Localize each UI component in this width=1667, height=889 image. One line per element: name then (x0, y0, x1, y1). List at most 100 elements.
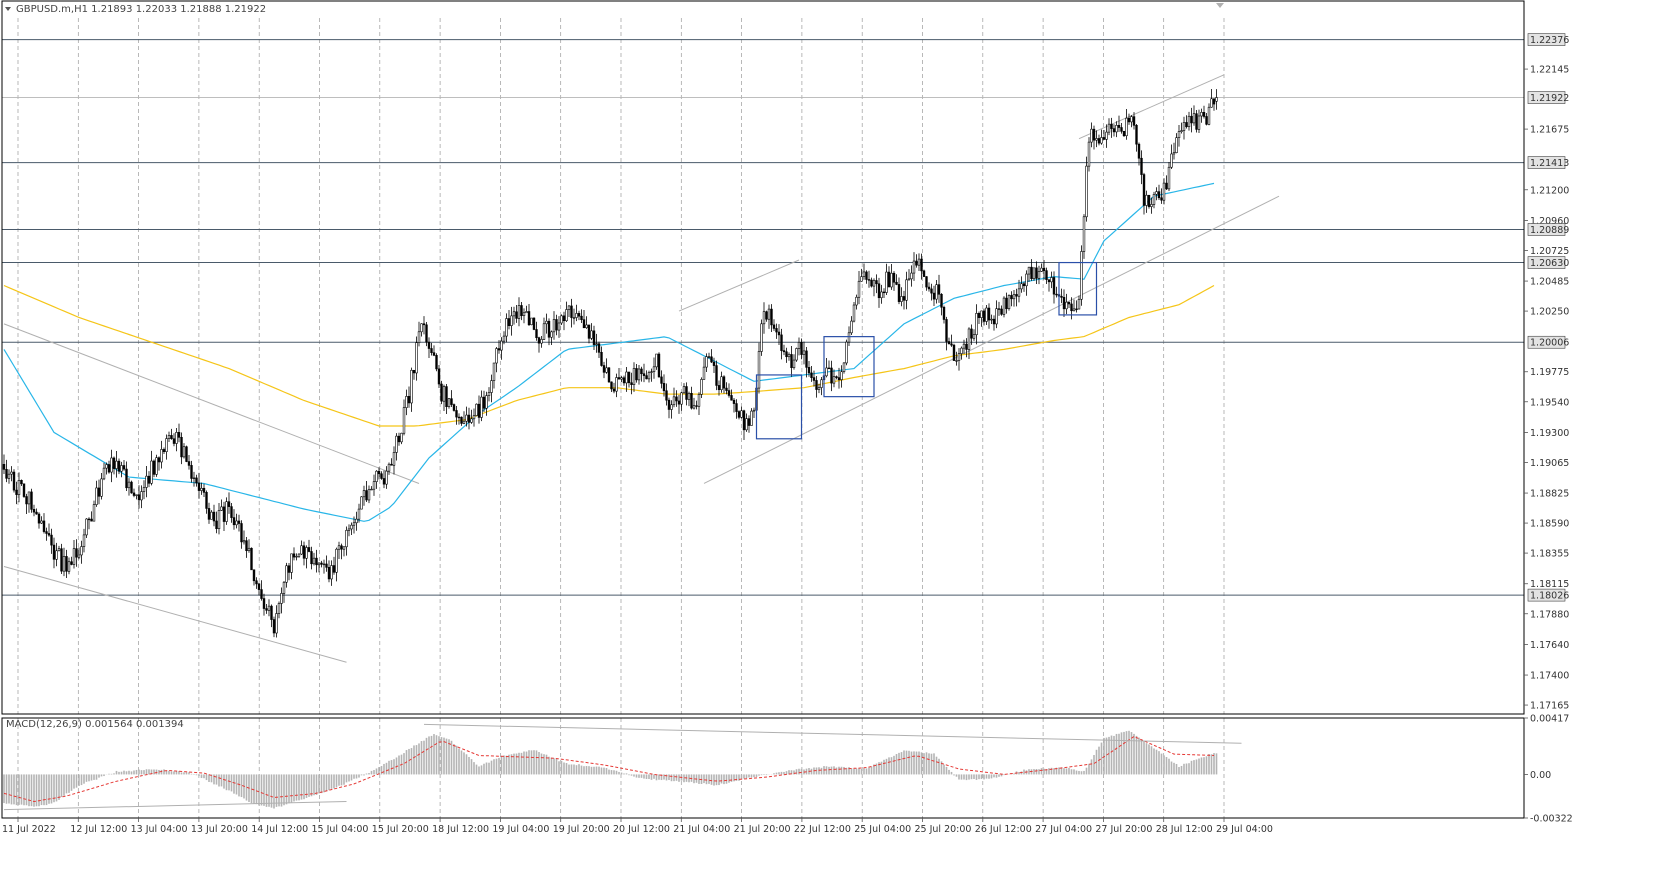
candle-body (515, 311, 518, 319)
symbol-menu-triangle-icon[interactable] (5, 7, 11, 11)
price-level-label-box[interactable] (1527, 91, 1566, 104)
candle-body (740, 410, 743, 418)
candle-body (270, 605, 273, 620)
candle-body (232, 517, 236, 526)
x-tick-label: 14 Jul 12:00 (251, 824, 308, 835)
channel-line[interactable] (3, 323, 420, 484)
price-level-label-box[interactable] (1527, 588, 1566, 602)
candle-body (147, 475, 151, 484)
candle-body (467, 414, 471, 423)
y-tick-label: 1.18355 (1530, 549, 1569, 560)
candle-body (972, 334, 976, 339)
candle-body (767, 308, 771, 320)
candle-body (290, 553, 293, 573)
time-axis[interactable]: 11 Jul 2022 12 Jul 12:00 13 Jul 04:00 13 Ju… (2, 818, 1273, 835)
candle-body (280, 593, 283, 604)
candle-body (1147, 194, 1151, 207)
shift-marker-icon[interactable] (1216, 3, 1224, 8)
annotation-boxes[interactable] (755, 261, 1098, 440)
y-tick-label: 1.21200 (1530, 185, 1569, 196)
candle-body (25, 496, 28, 505)
candle-body (367, 489, 371, 501)
candle-body (765, 311, 768, 320)
highlight-box[interactable] (755, 374, 803, 440)
candle-body (1207, 106, 1211, 125)
candle-body (70, 561, 73, 565)
price-level-label-box[interactable] (1527, 256, 1566, 269)
macd-trendline[interactable] (3, 800, 347, 811)
candle-body (940, 293, 943, 308)
price-level-lines[interactable] (2, 39, 1524, 596)
candle-body (565, 309, 568, 322)
price-level-label-box[interactable] (1527, 156, 1566, 169)
candle-body (12, 471, 16, 491)
candle-body (407, 396, 411, 404)
price-level-label[interactable]: 1.21413 (1530, 158, 1569, 169)
highlight-box[interactable] (823, 336, 875, 398)
candle-body (57, 548, 61, 552)
candle-body (65, 556, 68, 572)
candle-body (335, 548, 338, 573)
candle-body (145, 475, 148, 488)
candle-body (1202, 112, 1206, 117)
candle-body (820, 379, 823, 388)
candle-body (127, 481, 131, 489)
candle-body (7, 473, 11, 479)
price-level-label-box[interactable] (1527, 223, 1566, 236)
candle-body (805, 350, 808, 368)
candle-body (892, 272, 896, 283)
y-tick-label: 1.18590 (1530, 519, 1569, 530)
candle-body (737, 411, 741, 418)
channel-line[interactable] (703, 195, 1280, 484)
candle-body (1120, 127, 1123, 132)
candle-body (137, 494, 141, 501)
x-tick-label: 26 Jul 12:00 (975, 824, 1032, 835)
candle-body (337, 545, 341, 550)
price-level-label[interactable]: 1.20889 (1530, 225, 1569, 236)
candle-body (95, 487, 98, 505)
highlight-box[interactable] (1058, 261, 1098, 316)
candle-body (1190, 115, 1193, 124)
candle-body (42, 520, 46, 532)
candle-body (980, 310, 983, 318)
candle-body (780, 334, 783, 351)
macd-y-tick-label: -0.00322 (1530, 814, 1573, 825)
price-level-label-box[interactable] (1527, 335, 1566, 349)
candle-body (1177, 131, 1181, 139)
candle-body (950, 343, 953, 346)
candle-body (1005, 297, 1008, 310)
candle-body (97, 487, 101, 497)
price-level-label[interactable]: 1.18026 (1530, 591, 1569, 602)
price-level-label[interactable]: 1.22376 (1530, 35, 1569, 46)
candle-body (482, 396, 486, 409)
channel-line[interactable] (1078, 74, 1225, 140)
candle-body (302, 545, 306, 559)
candle-body (267, 605, 271, 611)
candle-body (535, 329, 538, 338)
candle-body (315, 557, 318, 566)
price-axis[interactable]: 1.22145 1.21675 1.21200 1.20960 1.20725 1.204… (1524, 33, 1573, 825)
channel-line[interactable] (3, 566, 347, 663)
price-level-label[interactable]: 1.21922 (1530, 93, 1569, 104)
candle-body (190, 465, 193, 479)
macd-trendline[interactable] (423, 723, 1242, 744)
candle-body (712, 361, 716, 366)
channel-lines[interactable] (3, 74, 1280, 663)
candle-body (227, 501, 231, 507)
candle-body (260, 589, 263, 599)
candle-body (330, 565, 333, 580)
candle-body (465, 414, 468, 422)
candle-body (47, 533, 51, 536)
y-tick-label: 1.20725 (1530, 246, 1569, 257)
channel-line[interactable] (678, 259, 800, 312)
x-tick-label: 22 Jul 12:00 (794, 824, 851, 835)
candle-body (507, 318, 511, 326)
price-level-label-box[interactable] (1527, 33, 1566, 46)
candle-body (795, 348, 798, 361)
price-level-label[interactable]: 1.20006 (1530, 338, 1569, 349)
candle-body (630, 382, 633, 385)
price-level-label[interactable]: 1.20630 (1530, 258, 1569, 269)
candle-body (1077, 298, 1081, 310)
candle-body (2, 464, 6, 470)
